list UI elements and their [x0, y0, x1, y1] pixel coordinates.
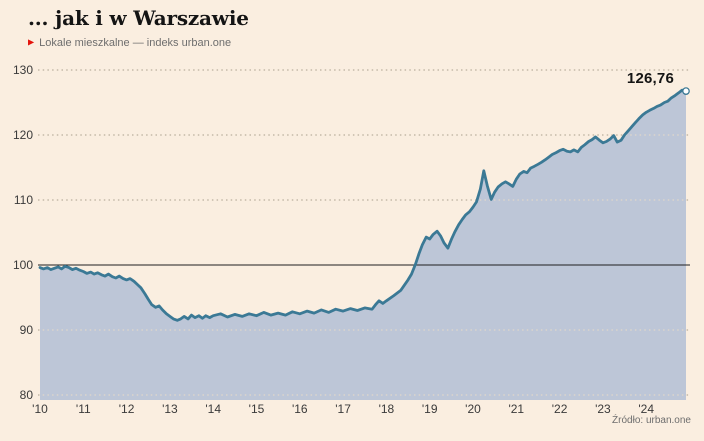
source-note: Źródło: urban.one: [612, 415, 691, 426]
x-tick-2020: '20: [465, 402, 481, 416]
x-tick-2012: '12: [118, 402, 135, 416]
x-tick-2019: '19: [421, 402, 438, 416]
x-tick-2015: '15: [248, 402, 265, 416]
x-tick-2023: '23: [595, 402, 611, 416]
x-tick-2011: '11: [75, 402, 91, 416]
chart-title: ... jak i w Warszawie: [28, 6, 249, 30]
y-tick-130: 130: [12, 63, 33, 77]
x-tick-2014: '14: [205, 402, 221, 416]
x-tick-2018: '18: [378, 402, 395, 416]
y-tick-120: 120: [12, 128, 33, 142]
chart-subtitle-text: Lokale mieszkalne — indeks urban.one: [39, 37, 232, 49]
y-tick-80: 80: [19, 388, 33, 402]
x-tick-2016: '16: [291, 402, 308, 416]
series-area: [40, 90, 686, 400]
x-tick-2010: '10: [32, 402, 48, 416]
y-tick-90: 90: [19, 323, 33, 337]
bullet-triangle-icon: ▶: [28, 37, 35, 47]
x-tick-2017: '17: [335, 402, 351, 416]
x-tick-2024: '24: [638, 402, 654, 416]
last-value-label: 126,76: [626, 70, 674, 87]
x-tick-2022: '22: [551, 402, 568, 416]
y-tick-110: 110: [13, 193, 33, 207]
series-line: [38, 88, 688, 322]
y-tick-100: 100: [12, 258, 33, 272]
x-tick-2013: '13: [162, 402, 178, 416]
endpoint-dot: [682, 87, 690, 95]
x-tick-2021: '21: [508, 402, 525, 416]
chart-subtitle: ▶ Lokale mieszkalne — indeks urban.one: [28, 37, 231, 49]
